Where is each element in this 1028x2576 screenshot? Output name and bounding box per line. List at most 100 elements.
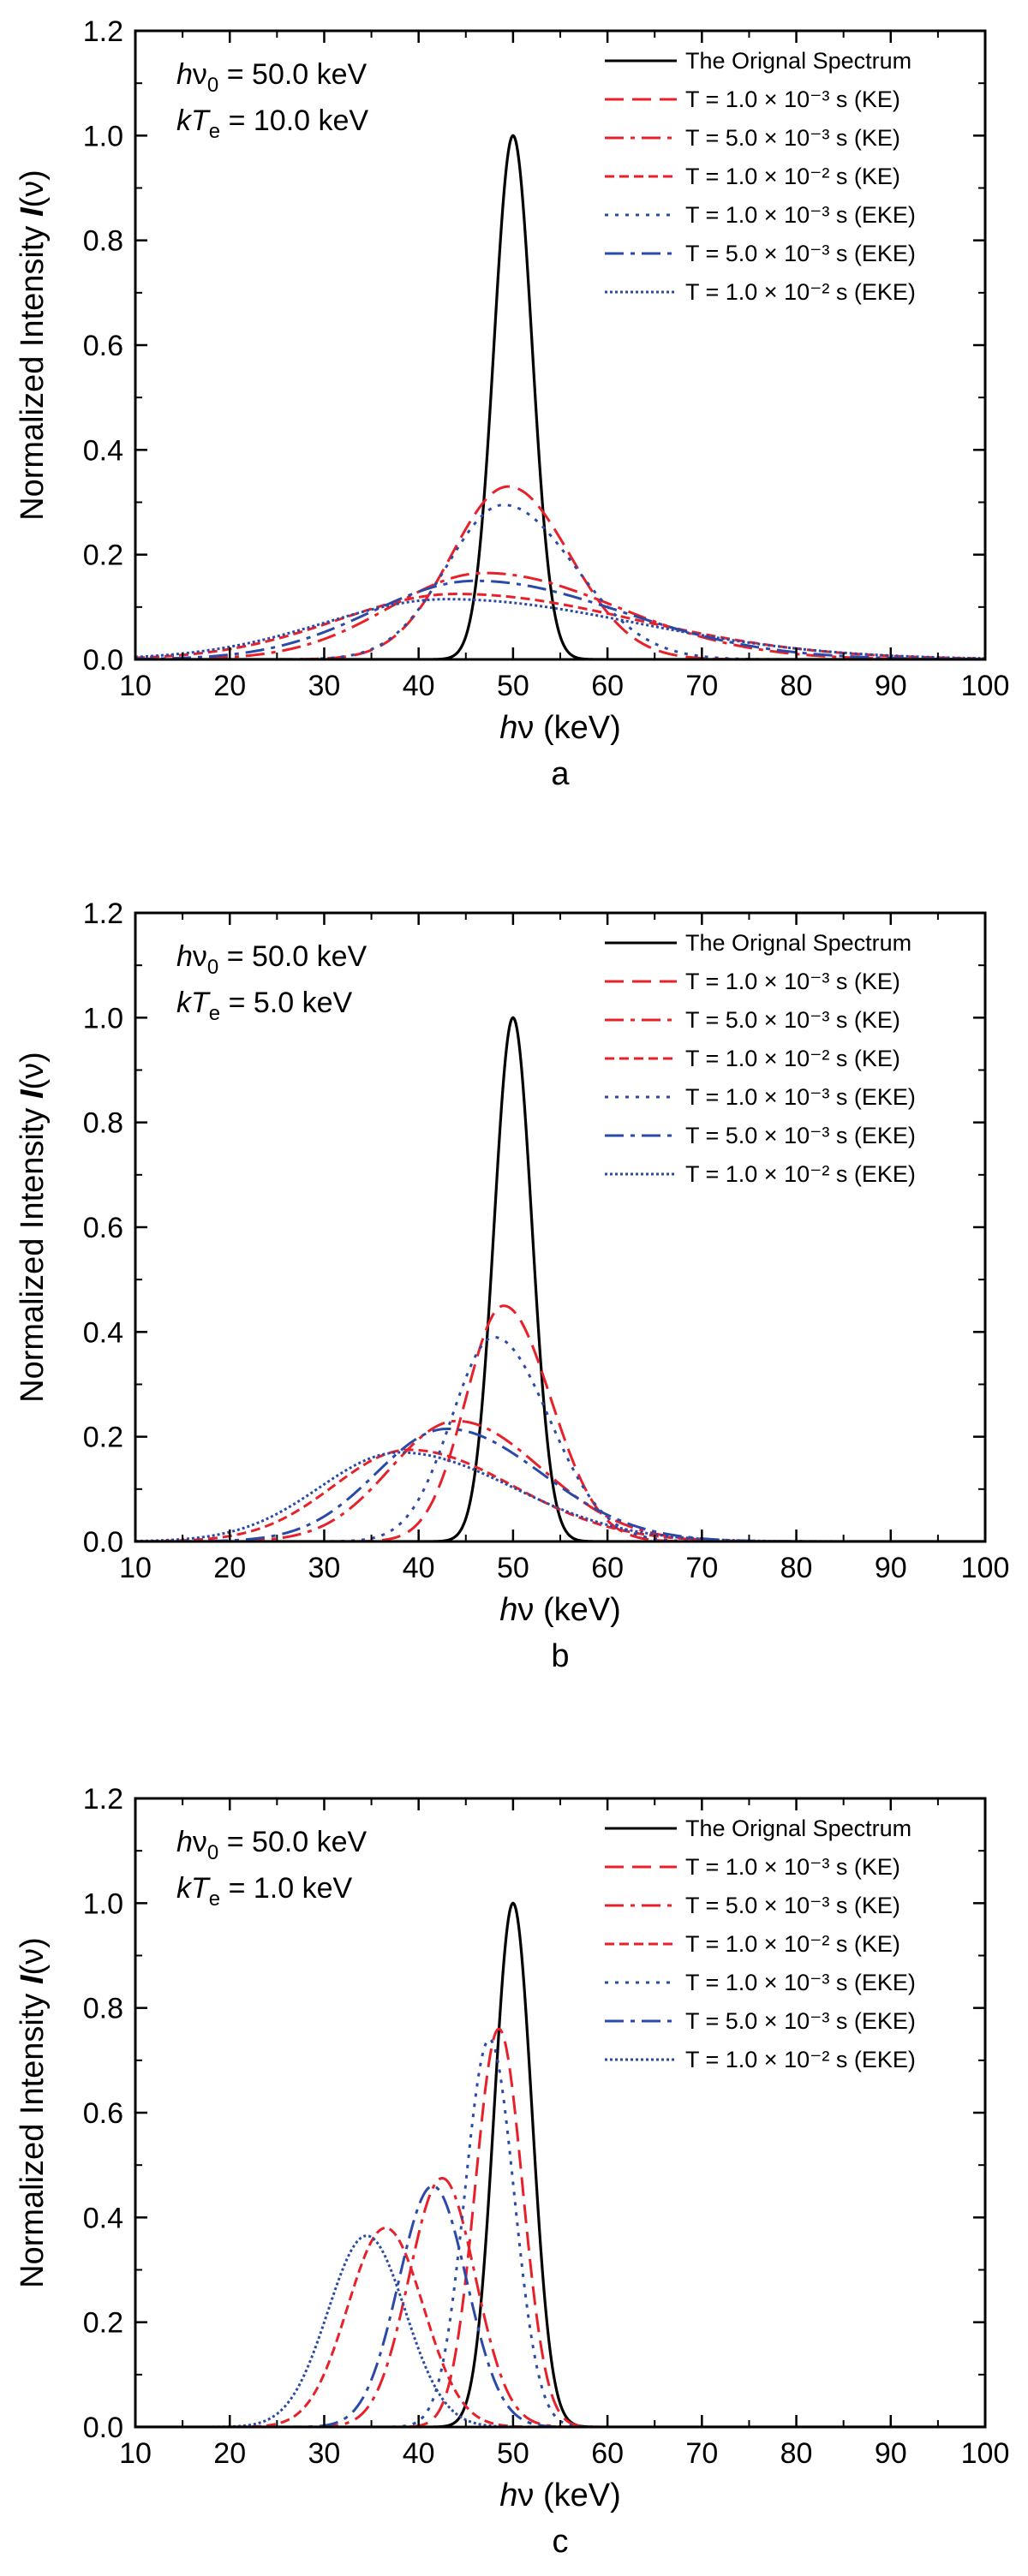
series-line-0 <box>135 134 985 659</box>
series-line-4 <box>135 1335 985 1541</box>
y-tick-label: 1.0 <box>83 1002 123 1035</box>
x-tick-label: 90 <box>875 2437 907 2470</box>
series-line-6 <box>135 1451 985 1541</box>
series-line-2 <box>135 1419 985 1541</box>
legend-entry: T = 5.0 × 10⁻³ s (KE) <box>685 1893 900 1918</box>
legend-entry: T = 1.0 × 10⁻³ s (KE) <box>685 969 900 994</box>
series-line-5 <box>135 2185 985 2427</box>
y-tick-label: 0.4 <box>83 1316 123 1349</box>
legend-entry: T = 5.0 × 10⁻³ s (KE) <box>685 1007 900 1033</box>
y-axis-label: Normalized Intensity I(ν) <box>15 1937 51 2288</box>
x-tick-label: 90 <box>875 670 907 702</box>
legend-entry: T = 1.0 × 10⁻² s (EKE) <box>685 279 916 305</box>
x-tick-label: 20 <box>213 670 246 702</box>
x-tick-label: 40 <box>403 670 435 702</box>
annotation-electron-temperature: kTe = 10.0 keV <box>176 104 368 143</box>
legend-entry: T = 5.0 × 10⁻³ s (EKE) <box>685 241 916 266</box>
y-tick-label: 0.4 <box>83 2202 123 2234</box>
legend-entry: T = 1.0 × 10⁻³ s (EKE) <box>685 1084 916 1110</box>
series-line-3 <box>135 1448 985 1541</box>
y-tick-label: 1.0 <box>83 1887 123 1920</box>
series-line-1 <box>135 1304 985 1541</box>
series-line-2 <box>135 571 985 659</box>
legend-entry: T = 1.0 × 10⁻² s (KE) <box>685 1046 900 1071</box>
series-line-0 <box>135 1901 985 2427</box>
legend-entry: T = 1.0 × 10⁻² s (EKE) <box>685 2047 916 2072</box>
x-tick-label: 20 <box>213 1552 246 1584</box>
legend-entry: T = 1.0 × 10⁻³ s (EKE) <box>685 202 916 228</box>
series-line-0 <box>135 1016 985 1541</box>
x-axis-label: hν (keV) <box>499 710 621 746</box>
y-tick-label: 0.2 <box>83 2307 123 2340</box>
x-tick-label: 60 <box>591 670 624 702</box>
x-tick-label: 70 <box>685 2437 718 2470</box>
x-tick-label: 10 <box>119 1552 152 1584</box>
x-tick-label: 100 <box>961 670 1010 702</box>
annotation-photon-energy: hν0 = 50.0 keV <box>176 58 368 97</box>
legend-entry: The Orignal Spectrum <box>685 930 911 956</box>
legend-entry: T = 5.0 × 10⁻³ s (EKE) <box>685 1123 916 1148</box>
legend-entry: T = 1.0 × 10⁻² s (KE) <box>685 1931 900 1957</box>
x-tick-label: 10 <box>119 670 152 702</box>
x-tick-label: 80 <box>780 2437 813 2470</box>
x-tick-label: 80 <box>780 1552 813 1584</box>
y-tick-label: 0.6 <box>83 330 123 362</box>
annotation-photon-energy: hν0 = 50.0 keV <box>176 940 368 979</box>
x-tick-label: 50 <box>497 670 529 702</box>
y-tick-label: 0.4 <box>83 434 123 467</box>
series-line-6 <box>135 2234 985 2427</box>
y-tick-label: 0.2 <box>83 540 123 572</box>
x-tick-label: 20 <box>213 2437 246 2470</box>
chart-panel-c: 10 20 30 40 50 60 70 80 90 100 0.0 0.2 0.4 0.6 0.8 1.0 1… <box>15 1783 1009 2560</box>
annotation-electron-temperature: kTe = 1.0 keV <box>176 1872 353 1911</box>
x-tick-label: 90 <box>875 1552 907 1584</box>
x-tick-label: 100 <box>961 1552 1010 1584</box>
panel-label: c <box>553 2524 569 2560</box>
annotation-photon-energy: hν0 = 50.0 keV <box>176 1826 368 1864</box>
legend-entry: T = 1.0 × 10⁻³ s (KE) <box>685 86 900 112</box>
y-tick-label: 1.2 <box>83 15 123 48</box>
chart-panel-a: 10 20 30 40 50 60 70 80 90 100 0.0 0.2 0.4 0.6 0.8 1.0 1… <box>15 15 1009 792</box>
x-tick-label: 60 <box>591 1552 624 1584</box>
x-tick-label: 70 <box>685 670 718 702</box>
y-tick-label: 0.6 <box>83 1212 123 1244</box>
y-tick-label: 1.2 <box>83 897 123 930</box>
legend-entry: T = 5.0 × 10⁻³ s (EKE) <box>685 2008 916 2034</box>
x-tick-label: 60 <box>591 2437 624 2470</box>
x-tick-label: 40 <box>403 1552 435 1584</box>
series-line-1 <box>135 2027 985 2427</box>
series-line-4 <box>135 2037 985 2427</box>
y-axis-label: Normalized Intensity I(ν) <box>15 170 51 521</box>
y-axis-label: Normalized Intensity I(ν) <box>15 1052 51 1403</box>
x-tick-label: 100 <box>961 2437 1010 2470</box>
panel-label: a <box>551 756 570 792</box>
x-tick-label: 30 <box>308 2437 341 2470</box>
y-tick-label: 0.0 <box>83 2412 123 2444</box>
x-tick-label: 40 <box>403 2437 435 2470</box>
chart-panel-b: 10 20 30 40 50 60 70 80 90 100 0.0 0.2 0.4 0.6 0.8 1.0 1… <box>15 897 1009 1674</box>
x-tick-label: 30 <box>308 670 341 702</box>
legend-entry: The Orignal Spectrum <box>685 1816 911 1841</box>
x-tick-label: 50 <box>497 1552 529 1584</box>
series-line-3 <box>135 2227 985 2427</box>
legend-entry: T = 5.0 × 10⁻³ s (KE) <box>685 125 900 151</box>
y-tick-label: 0.6 <box>83 2097 123 2130</box>
legend: The Orignal Spectrum T = 1.0 × 10⁻³ s (KE… <box>605 1816 916 2072</box>
legend-entry: T = 1.0 × 10⁻³ s (KE) <box>685 1854 900 1880</box>
x-tick-label: 70 <box>685 1552 718 1584</box>
y-tick-label: 0.8 <box>83 1993 123 2025</box>
y-tick-label: 0.8 <box>83 225 123 258</box>
x-tick-label: 50 <box>497 2437 529 2470</box>
series-line-6 <box>135 598 985 659</box>
legend-entry: T = 1.0 × 10⁻³ s (EKE) <box>685 1970 916 1995</box>
legend: The Orignal Spectrum T = 1.0 × 10⁻³ s (KE… <box>605 48 916 305</box>
y-tick-label: 0.2 <box>83 1422 123 1454</box>
series-line-5 <box>135 579 985 659</box>
x-axis-label: hν (keV) <box>499 2478 621 2513</box>
legend: The Orignal Spectrum T = 1.0 × 10⁻³ s (KE… <box>605 930 916 1187</box>
y-tick-label: 1.2 <box>83 1783 123 1816</box>
x-tick-label: 80 <box>780 670 813 702</box>
legend-entry: The Orignal Spectrum <box>685 48 911 74</box>
legend-entry: T = 1.0 × 10⁻² s (EKE) <box>685 1161 916 1187</box>
